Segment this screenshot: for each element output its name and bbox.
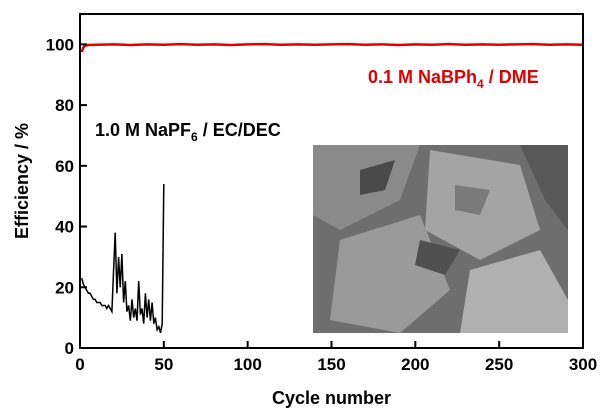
x-tick-label: 50 [154,355,173,374]
y-tick-label: 100 [46,35,74,54]
y-tick-label: 80 [55,96,74,115]
x-tick-label: 100 [233,355,261,374]
legend-label-part: / DME [484,67,539,87]
series-line [80,42,584,53]
legend-label-part: 6 [191,130,198,144]
y-tick-label: 40 [55,218,74,237]
x-tick-label: 300 [569,355,597,374]
y-axis-title: Efficiency / % [12,123,32,239]
legend-label-part: 0.1 M NaBPh [368,67,477,87]
y-tick-label: 20 [55,278,74,297]
x-tick-label: 0 [75,355,84,374]
y-tick-label: 0 [65,339,74,358]
series-line [80,183,165,334]
legend-label: 1.0 M NaPF6 / EC/DEC [95,120,281,144]
x-tick-label: 150 [317,355,345,374]
legend-label-part: 1.0 M NaPF [95,120,191,140]
sem-inset [313,145,568,333]
legend-label-part: / EC/DEC [198,120,281,140]
x-tick-label: 200 [401,355,429,374]
legend-label: 0.1 M NaBPh4 / DME [368,67,539,91]
y-tick-label: 60 [55,157,74,176]
x-axis-title: Cycle number [272,388,391,408]
x-tick-label: 250 [485,355,513,374]
legend-label-part: 4 [477,77,484,91]
